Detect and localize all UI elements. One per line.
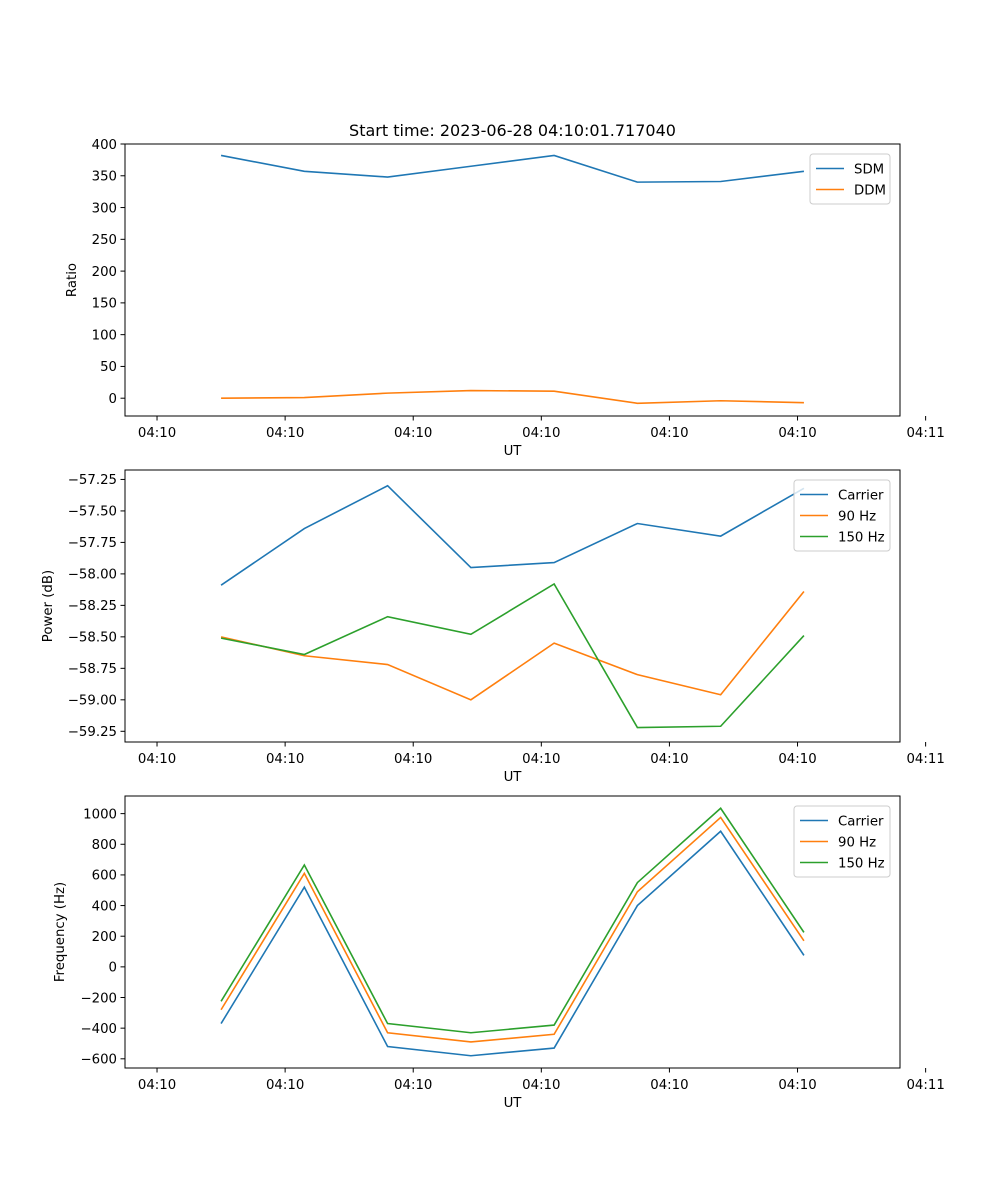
legend-box bbox=[809, 153, 891, 205]
y-tick-label: −57.75 bbox=[68, 536, 117, 551]
x-tick-label: 04:10 bbox=[778, 1078, 816, 1093]
x-tick-label: 04:10 bbox=[650, 426, 688, 441]
legend-label: Carrier bbox=[838, 488, 884, 503]
y-axis-label: Frequency (Hz) bbox=[53, 882, 68, 982]
legend: Carrier 90 Hz 150 Hz bbox=[793, 479, 891, 552]
subplot-3: 04:10 04:10 04:10 04:10 04:10 04:10 04:11 −600 −… bbox=[53, 795, 945, 1111]
series-line-carrier bbox=[220, 484, 805, 586]
y-tick-label: 0 bbox=[109, 392, 117, 407]
series-line-150-hz bbox=[220, 807, 805, 1034]
y-tick-label: −59.00 bbox=[68, 694, 117, 709]
axes-frame bbox=[124, 469, 901, 743]
x-tick-label: 04:10 bbox=[394, 752, 432, 767]
series-line-sdm bbox=[220, 154, 805, 183]
x-tick-label: 04:10 bbox=[778, 752, 816, 767]
y-tick-label: −59.25 bbox=[68, 725, 117, 740]
y-tick-label: 100 bbox=[92, 328, 117, 343]
legend-label: Carrier bbox=[838, 814, 884, 829]
series-line-150-hz bbox=[220, 582, 805, 729]
series-lines bbox=[220, 484, 805, 729]
y-tick-label: −58.25 bbox=[68, 599, 117, 614]
x-tick-label: 04:10 bbox=[522, 1078, 560, 1093]
y-tick-label: −57.50 bbox=[68, 505, 117, 520]
series-line-carrier bbox=[220, 830, 805, 1057]
x-tick-label: 04:10 bbox=[138, 752, 176, 767]
x-axis-label: UT bbox=[504, 1096, 523, 1111]
x-tick-label: 04:10 bbox=[266, 426, 304, 441]
x-tick-label: 04:10 bbox=[138, 426, 176, 441]
legend: SDM DDM bbox=[809, 153, 891, 205]
y-tick-label: −58.50 bbox=[68, 631, 117, 646]
legend-label: DDM bbox=[854, 183, 886, 198]
legend-label: 90 Hz bbox=[838, 509, 876, 524]
y-tick-label: 400 bbox=[92, 899, 117, 914]
y-tick-label: 50 bbox=[100, 360, 117, 375]
y-tick-label: 800 bbox=[92, 838, 117, 853]
legend-box bbox=[793, 805, 891, 878]
y-tick-label: −200 bbox=[80, 991, 117, 1006]
x-tick-label: 04:11 bbox=[906, 426, 944, 441]
y-tick-label: 0 bbox=[109, 961, 117, 976]
axes-frame bbox=[124, 795, 901, 1069]
x-tick-label: 04:10 bbox=[266, 752, 304, 767]
y-tick-label: 150 bbox=[92, 297, 117, 312]
y-tick-label: −58.75 bbox=[68, 662, 117, 677]
y-tick-label: 400 bbox=[92, 138, 117, 153]
y-tick-label: 1000 bbox=[83, 807, 117, 822]
x-tick-label: 04:11 bbox=[906, 1078, 944, 1093]
legend-label: 150 Hz bbox=[838, 856, 885, 871]
y-tick-label: −57.25 bbox=[68, 473, 117, 488]
y-tick-label: 350 bbox=[92, 170, 117, 185]
x-tick-label: 04:10 bbox=[266, 1078, 304, 1093]
y-tick-label: 600 bbox=[92, 869, 117, 884]
y-axis-label: Power (dB) bbox=[41, 570, 56, 642]
y-axis-label: Ratio bbox=[65, 263, 80, 297]
series-line-90-hz bbox=[220, 816, 805, 1043]
x-axis-label: UT bbox=[504, 770, 523, 785]
x-tick-label: 04:10 bbox=[394, 1078, 432, 1093]
y-tick-label: 300 bbox=[92, 201, 117, 216]
series-line-ddm bbox=[221, 389, 804, 405]
x-tick-label: 04:10 bbox=[138, 1078, 176, 1093]
subplot-1: 04:10 04:10 04:10 04:10 04:10 04:10 04:11 0 50 10… bbox=[65, 138, 945, 459]
panels: 04:10 04:10 04:10 04:10 04:10 04:10 04:11 0 50 10… bbox=[41, 138, 945, 1111]
axes-frame bbox=[124, 143, 901, 417]
legend-label: 90 Hz bbox=[838, 835, 876, 850]
legend-label: SDM bbox=[854, 162, 884, 177]
legend-box bbox=[793, 479, 891, 552]
x-tick-label: 04:10 bbox=[522, 426, 560, 441]
subplot-2: 04:10 04:10 04:10 04:10 04:10 04:10 04:11 −59.2… bbox=[41, 469, 945, 785]
x-tick-label: 04:10 bbox=[650, 1078, 688, 1093]
x-tick-label: 04:10 bbox=[650, 752, 688, 767]
y-tick-label: 200 bbox=[92, 930, 117, 945]
x-tick-label: 04:10 bbox=[522, 752, 560, 767]
y-tick-label: −600 bbox=[80, 1053, 117, 1068]
legend-label: 150 Hz bbox=[838, 530, 885, 545]
series-line-90-hz bbox=[220, 591, 805, 701]
y-tick-label: 200 bbox=[92, 265, 117, 280]
legend: Carrier 90 Hz 150 Hz bbox=[793, 805, 891, 878]
series-lines bbox=[220, 807, 805, 1057]
y-tick-label: −400 bbox=[80, 1022, 117, 1037]
y-tick-label: 250 bbox=[92, 233, 117, 248]
y-tick-label: −58.00 bbox=[68, 568, 117, 583]
x-tick-label: 04:10 bbox=[778, 426, 816, 441]
series-lines bbox=[220, 154, 805, 405]
x-tick-label: 04:10 bbox=[394, 426, 432, 441]
x-tick-label: 04:11 bbox=[906, 752, 944, 767]
x-axis-label: UT bbox=[504, 444, 523, 459]
figure-title: Start time: 2023-06-28 04:10:01.717040 bbox=[349, 121, 676, 140]
